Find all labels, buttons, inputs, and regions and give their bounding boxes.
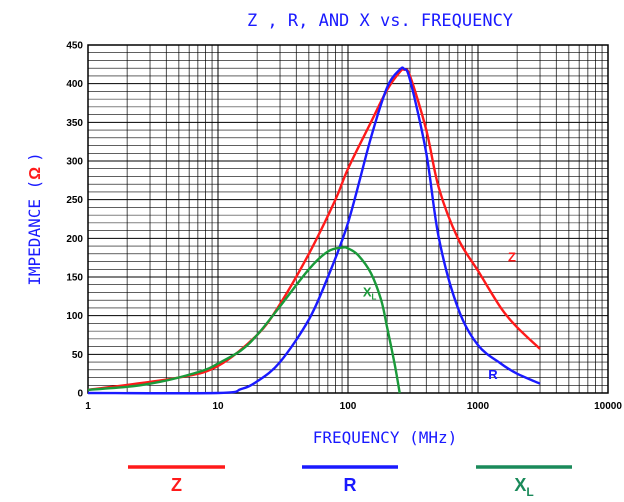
legend-label-r: R bbox=[344, 475, 357, 495]
x-tick-label: 1000 bbox=[467, 401, 490, 412]
series-lines bbox=[87, 66, 541, 395]
y-axis-label: IMPEDANCE (Ω) bbox=[25, 152, 44, 285]
y-tick-label: 300 bbox=[66, 157, 83, 168]
y-tick-label: 450 bbox=[66, 41, 83, 52]
x-tick-label: 10000 bbox=[594, 401, 622, 412]
y-tick-label: 100 bbox=[66, 311, 83, 322]
curve-label-text: X bbox=[363, 284, 372, 299]
legend-label-z: Z bbox=[171, 475, 182, 495]
curve-labels: Z R XL bbox=[363, 250, 516, 383]
x-tick-label: 10 bbox=[212, 401, 224, 412]
y-tick-label: 400 bbox=[66, 79, 83, 90]
legend-label-text: R bbox=[344, 475, 357, 495]
y-tick-label: 0 bbox=[77, 389, 83, 400]
curve-label-text: R bbox=[488, 367, 498, 382]
y-tick-label: 50 bbox=[72, 350, 84, 361]
series-line-x bbox=[87, 246, 401, 394]
y-tick-label: 350 bbox=[66, 118, 83, 129]
series-line-r bbox=[87, 66, 541, 395]
curve-label-z: Z bbox=[508, 250, 516, 265]
x-axis-label: FREQUENCY (MHz) bbox=[313, 428, 458, 447]
y-axis-ticks: 0 50 100 150 200 250 300 350 400 450 bbox=[66, 41, 83, 400]
curve-label-r: R bbox=[488, 367, 498, 382]
x-axis-ticks: 1 10 100 1000 10000 bbox=[85, 401, 622, 412]
curve-label-subscript: L bbox=[371, 292, 376, 301]
y-axis-label-prefix: IMPEDANCE ( bbox=[25, 180, 44, 286]
plot-frame bbox=[87, 44, 609, 394]
legend-label-subscript: L bbox=[526, 485, 533, 499]
y-tick-label: 150 bbox=[66, 273, 83, 284]
y-tick-label: 200 bbox=[66, 234, 83, 245]
legend-label-text: Z bbox=[171, 475, 182, 495]
y-axis-ohm-symbol: Ω bbox=[27, 167, 44, 180]
curve-label-x: XL bbox=[363, 284, 377, 301]
x-tick-label: 1 bbox=[85, 401, 91, 412]
y-axis-label-suffix: ) bbox=[25, 152, 44, 162]
legend: Z R XL bbox=[128, 465, 572, 499]
y-tick-label: 250 bbox=[66, 195, 83, 206]
legend-label-text: X bbox=[514, 475, 526, 495]
grid bbox=[88, 45, 608, 393]
x-tick-label: 100 bbox=[340, 401, 357, 412]
chart-title: Z , R, AND X vs. FREQUENCY bbox=[247, 11, 513, 31]
curve-label-text: Z bbox=[508, 250, 516, 265]
legend-label-x: XL bbox=[514, 475, 533, 499]
